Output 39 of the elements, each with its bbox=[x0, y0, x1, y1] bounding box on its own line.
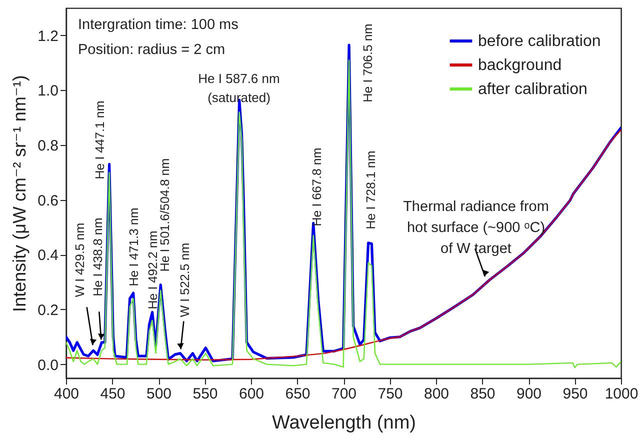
legend-label: background bbox=[478, 57, 562, 74]
x-tick-label: 800 bbox=[424, 386, 450, 402]
x-tick-label: 750 bbox=[378, 386, 403, 402]
x-tick-label: 450 bbox=[100, 386, 126, 402]
annotation: Intergration time: 100 ms bbox=[78, 17, 238, 33]
y-tick-label: 0.8 bbox=[38, 138, 58, 155]
x-tick-label: 850 bbox=[470, 386, 496, 402]
annotation: Thermal radiance from hot surface (~900 ᵒC) of W target bbox=[403, 199, 549, 258]
x-tick-label: 500 bbox=[146, 386, 172, 402]
annotation: He I 667.8 nm bbox=[310, 148, 324, 226]
x-tick-label: 550 bbox=[192, 386, 218, 402]
x-tick-label: 900 bbox=[516, 386, 542, 402]
annotation: He I 492.2 nm bbox=[146, 230, 160, 310]
x-tick-label: 650 bbox=[285, 386, 310, 402]
annotation: He I 728.1 nm bbox=[364, 150, 378, 230]
annotation: He I 501.6/504.8 nm bbox=[158, 158, 172, 272]
x-tick-label: 1000 bbox=[604, 386, 638, 402]
y-tick-label: 1.0 bbox=[38, 82, 58, 100]
annotation: He I 587.6 nm (saturated) bbox=[198, 71, 280, 105]
legend-label: after calibration bbox=[478, 81, 588, 98]
y-tick-label: 0.6 bbox=[38, 192, 58, 210]
y-tick-label: 0.0 bbox=[38, 356, 58, 374]
y-tick-label: 0.4 bbox=[38, 247, 58, 264]
x-tick-label: 600 bbox=[238, 386, 264, 402]
annotation: He I 447.1 nm bbox=[93, 100, 107, 180]
y-axis-title: Intensity (μW cm⁻² sr⁻¹ nm⁻¹) bbox=[10, 75, 30, 312]
annotation: He I 438.8 nm bbox=[91, 218, 105, 296]
annotation: Position: radius = 2 cm bbox=[78, 42, 226, 58]
legend-label: before calibration bbox=[478, 33, 601, 50]
annotation: He I 471.3 nm bbox=[127, 208, 141, 286]
x-axis-title: Wavelength (nm) bbox=[272, 412, 416, 434]
x-tick-label: 950 bbox=[562, 386, 588, 402]
annotation: W I 429.5 nm bbox=[73, 222, 87, 298]
annotation: W I 522.5 nm bbox=[178, 242, 192, 318]
x-tick-label: 400 bbox=[54, 386, 80, 402]
x-tick-label: 700 bbox=[331, 386, 357, 402]
y-tick-label: 1.2 bbox=[38, 28, 58, 45]
annotation: He I 706.5 nm bbox=[361, 24, 375, 102]
y-tick-label: 0.2 bbox=[38, 302, 58, 319]
